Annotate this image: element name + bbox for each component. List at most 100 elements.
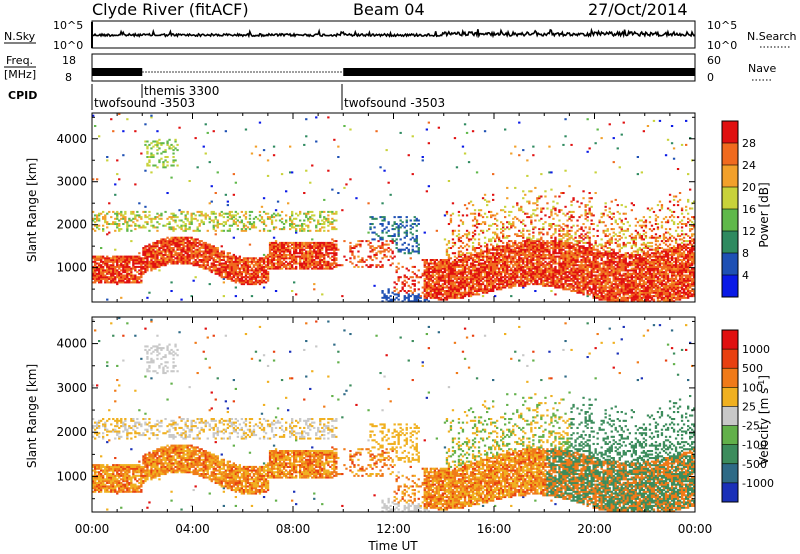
power-cell <box>566 231 569 234</box>
power-cell <box>407 295 410 298</box>
power-cell <box>126 262 129 265</box>
power-cell <box>142 259 145 262</box>
power-cell <box>463 204 467 207</box>
power-cell <box>299 228 302 231</box>
noise-right-tick-top: 10^5 <box>707 19 737 32</box>
power-cell <box>540 257 543 260</box>
power-cell <box>276 260 280 263</box>
power-cell <box>457 271 461 274</box>
power-cell <box>214 269 217 272</box>
power-cell <box>395 243 398 246</box>
power-cell <box>526 267 529 270</box>
power-cell <box>471 276 475 279</box>
power-cell <box>512 241 515 244</box>
power-cell <box>568 276 571 279</box>
power-cell <box>481 262 485 265</box>
power-cell <box>285 243 288 246</box>
power-cell <box>554 259 557 262</box>
power-cell <box>532 255 535 258</box>
power-cell <box>132 281 135 284</box>
power-cell <box>550 255 553 258</box>
power-cell <box>518 271 521 274</box>
power-cell <box>467 265 471 268</box>
power-cell <box>459 286 463 289</box>
power-cell <box>415 236 418 239</box>
power-cell <box>471 248 475 251</box>
power-cell <box>510 269 513 272</box>
power-cell <box>447 274 451 277</box>
power-cell <box>176 243 179 246</box>
power-cell <box>198 250 201 253</box>
power-cell <box>469 293 473 296</box>
power-cell <box>122 271 125 274</box>
power-cell <box>399 276 402 279</box>
power-cell <box>550 260 553 263</box>
power-cell <box>528 277 531 280</box>
power-cell <box>222 277 226 280</box>
power-cell <box>126 269 129 272</box>
power-cell <box>423 288 426 291</box>
power-cell <box>401 288 404 291</box>
power-cell <box>377 264 380 267</box>
power-cell <box>116 271 119 274</box>
power-cell <box>280 247 284 250</box>
power-cell <box>502 226 505 229</box>
power-cell <box>492 276 495 279</box>
power-cell <box>226 257 230 260</box>
power-cell <box>576 219 579 222</box>
power-cell <box>262 286 266 289</box>
power-cell <box>574 247 577 250</box>
power-cell <box>387 300 390 303</box>
power-cell <box>369 265 372 268</box>
power-cell <box>260 221 264 224</box>
power-cell <box>502 241 505 244</box>
power-cell <box>188 240 191 243</box>
power-cell <box>520 264 523 267</box>
power-cell <box>291 221 294 224</box>
power-cell <box>210 257 213 260</box>
power-cell <box>548 257 551 260</box>
power-cell <box>228 210 232 213</box>
power-cell <box>210 255 213 258</box>
power-cell <box>226 277 230 280</box>
power-cell <box>116 274 119 277</box>
power-cell <box>463 288 467 291</box>
power-cell <box>98 217 101 220</box>
power-cell <box>475 277 479 280</box>
power-cell <box>305 243 308 246</box>
power-cell <box>508 247 511 250</box>
power-cell <box>443 293 447 296</box>
power-cell <box>540 253 543 256</box>
power-cell <box>291 264 294 267</box>
power-cell <box>423 271 426 274</box>
power-cell <box>455 277 459 280</box>
power-cell <box>102 257 105 260</box>
power-cell <box>528 200 531 203</box>
power-cell <box>486 253 489 256</box>
power-cell <box>256 271 260 274</box>
power-cell <box>299 255 302 258</box>
power-cell <box>540 274 543 277</box>
power-cell <box>486 286 489 289</box>
power-cell <box>534 255 537 258</box>
power-cell <box>248 281 252 284</box>
power-cell <box>538 257 541 260</box>
power-cell <box>110 257 113 260</box>
power-cell <box>500 209 503 212</box>
power-cell <box>564 276 567 279</box>
power-cell <box>242 260 246 263</box>
power-cell <box>488 250 491 253</box>
power-cell <box>578 265 581 268</box>
power-cell <box>148 247 151 250</box>
power-cell <box>576 271 579 274</box>
power-cell <box>250 277 254 280</box>
power-cell <box>116 210 119 213</box>
power-cell <box>321 248 324 251</box>
power-cell <box>327 219 330 222</box>
power-cell <box>540 277 543 280</box>
power-cell <box>397 250 400 253</box>
power-cell <box>266 271 270 274</box>
power-cell <box>502 250 505 253</box>
power-cell <box>502 223 505 226</box>
power-cell <box>246 272 250 275</box>
